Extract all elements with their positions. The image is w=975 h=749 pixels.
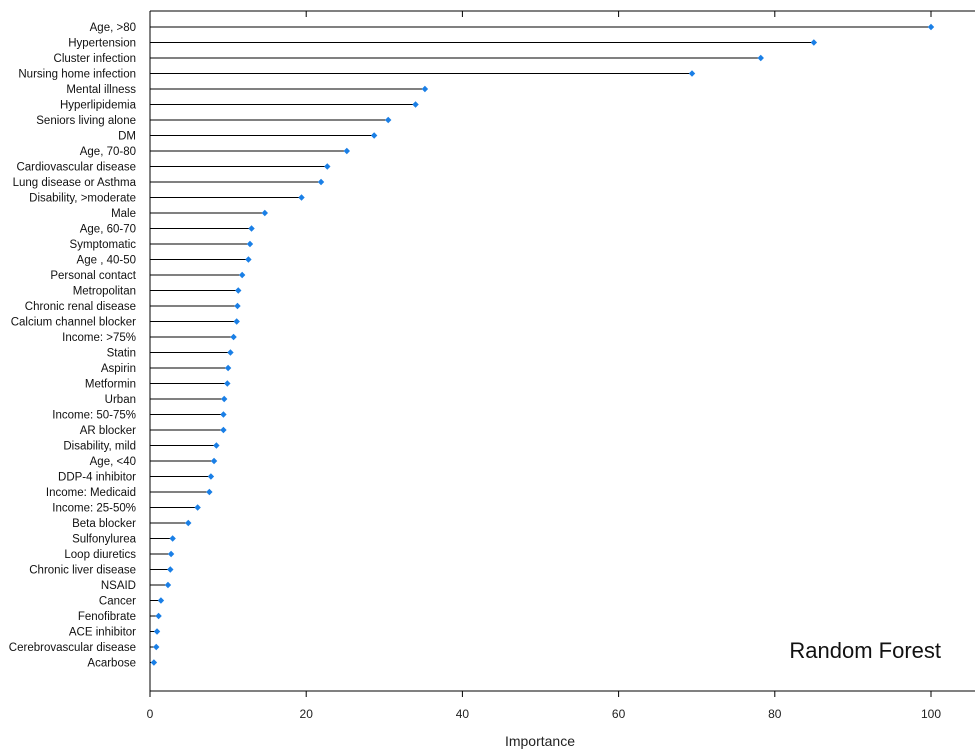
category-label: Income: Medicaid <box>46 487 136 499</box>
point-marker <box>233 318 240 325</box>
category-label: Disability, >moderate <box>29 193 136 205</box>
point-marker <box>227 349 234 356</box>
point-marker <box>213 442 220 449</box>
category-label: Fenofibrate <box>78 611 136 623</box>
category-label: Age , 40-50 <box>77 255 136 267</box>
point-marker <box>246 240 254 248</box>
category-label: Seniors living alone <box>36 115 136 127</box>
category-label: Symptomatic <box>70 239 137 251</box>
category-label: Cardiovascular disease <box>16 162 136 174</box>
category-label: Hyperlipidemia <box>60 100 137 112</box>
category-label: Personal contact <box>50 270 136 282</box>
point-marker <box>206 488 213 496</box>
category-label: Loop diuretics <box>64 549 136 561</box>
category-label: Hypertension <box>68 38 136 50</box>
point-marker <box>150 659 158 666</box>
point-marker <box>317 178 325 186</box>
point-marker <box>153 628 161 635</box>
point-marker <box>167 550 175 558</box>
category-label: Beta blocker <box>72 518 136 530</box>
point-marker <box>220 395 228 403</box>
category-label: Acarbose <box>87 658 136 670</box>
x-ticks-group: 0 20 40 60 80 100 <box>147 11 941 721</box>
point-marker <box>370 132 378 139</box>
category-label: Metropolitan <box>73 286 136 298</box>
point-marker <box>153 643 160 651</box>
category-labels-group: Age, >80 Hypertension Cluster infection Nur… <box>9 22 137 670</box>
x-tick-label: 100 <box>921 707 941 721</box>
point-marker <box>207 473 215 480</box>
x-tick-label: 0 <box>147 707 154 721</box>
category-label: Income: 25-50% <box>52 503 136 515</box>
plot-frame <box>149 10 975 692</box>
stems-group <box>150 26 931 663</box>
point-marker <box>210 457 218 465</box>
category-label: Calcium channel blocker <box>11 317 136 329</box>
point-marker <box>224 364 232 372</box>
category-label: Sulfonylurea <box>72 534 137 546</box>
category-label: Age, 70-80 <box>80 146 136 158</box>
category-label: Metformin <box>85 379 136 391</box>
point-marker <box>248 225 255 232</box>
category-label: Income: >75% <box>62 332 136 344</box>
chart-annotation: Random Forest <box>789 638 941 663</box>
category-label: Income: 50-75% <box>52 410 136 422</box>
point-marker <box>194 504 201 511</box>
category-label: Age, <40 <box>90 456 136 468</box>
category-label: Age, >80 <box>90 22 136 34</box>
point-marker <box>421 85 429 93</box>
point-marker <box>155 612 162 620</box>
category-label: Statin <box>107 348 136 360</box>
point-marker <box>157 597 165 604</box>
x-tick-label: 40 <box>456 707 470 721</box>
point-marker <box>385 116 392 124</box>
point-marker <box>220 426 227 434</box>
category-label: Cancer <box>99 596 136 608</box>
point-marker <box>324 163 331 170</box>
point-marker <box>688 70 696 77</box>
category-label: DDP-4 inhibitor <box>58 472 136 484</box>
markers-group <box>150 23 935 666</box>
category-label: Cluster infection <box>54 53 136 65</box>
point-marker <box>810 39 818 46</box>
category-label: DM <box>118 131 136 143</box>
category-label: NSAID <box>101 580 136 592</box>
x-tick-label: 20 <box>300 707 314 721</box>
category-label: Male <box>111 208 136 220</box>
point-marker <box>298 194 305 201</box>
category-label: Aspirin <box>101 363 136 375</box>
point-marker <box>230 333 237 341</box>
point-marker <box>167 566 174 573</box>
x-axis-title: Importance <box>505 733 575 749</box>
point-marker <box>164 581 172 589</box>
category-label: Cerebrovascular disease <box>9 642 136 654</box>
point-marker <box>234 302 241 310</box>
category-label: Urban <box>105 394 136 406</box>
category-label: Lung disease or Asthma <box>13 177 137 189</box>
point-marker <box>169 535 176 542</box>
point-marker <box>220 411 227 418</box>
point-marker <box>185 519 192 527</box>
category-label: Chronic renal disease <box>25 301 136 313</box>
point-marker <box>927 23 935 31</box>
category-label: Nursing home infection <box>18 69 136 81</box>
point-marker <box>224 380 231 387</box>
point-marker <box>343 147 351 155</box>
x-tick-label: 60 <box>612 707 626 721</box>
category-label: Chronic liver disease <box>29 565 136 577</box>
category-label: AR blocker <box>80 425 136 437</box>
point-marker <box>238 271 246 279</box>
point-marker <box>757 54 764 62</box>
point-marker <box>412 101 419 108</box>
point-marker <box>245 256 252 263</box>
category-label: Mental illness <box>66 84 136 96</box>
category-label: Disability, mild <box>63 441 136 453</box>
category-label: ACE inhibitor <box>69 627 136 639</box>
x-tick-label: 80 <box>768 707 782 721</box>
category-label: Age, 60-70 <box>80 224 136 236</box>
point-marker <box>235 287 242 294</box>
point-marker <box>261 209 269 217</box>
